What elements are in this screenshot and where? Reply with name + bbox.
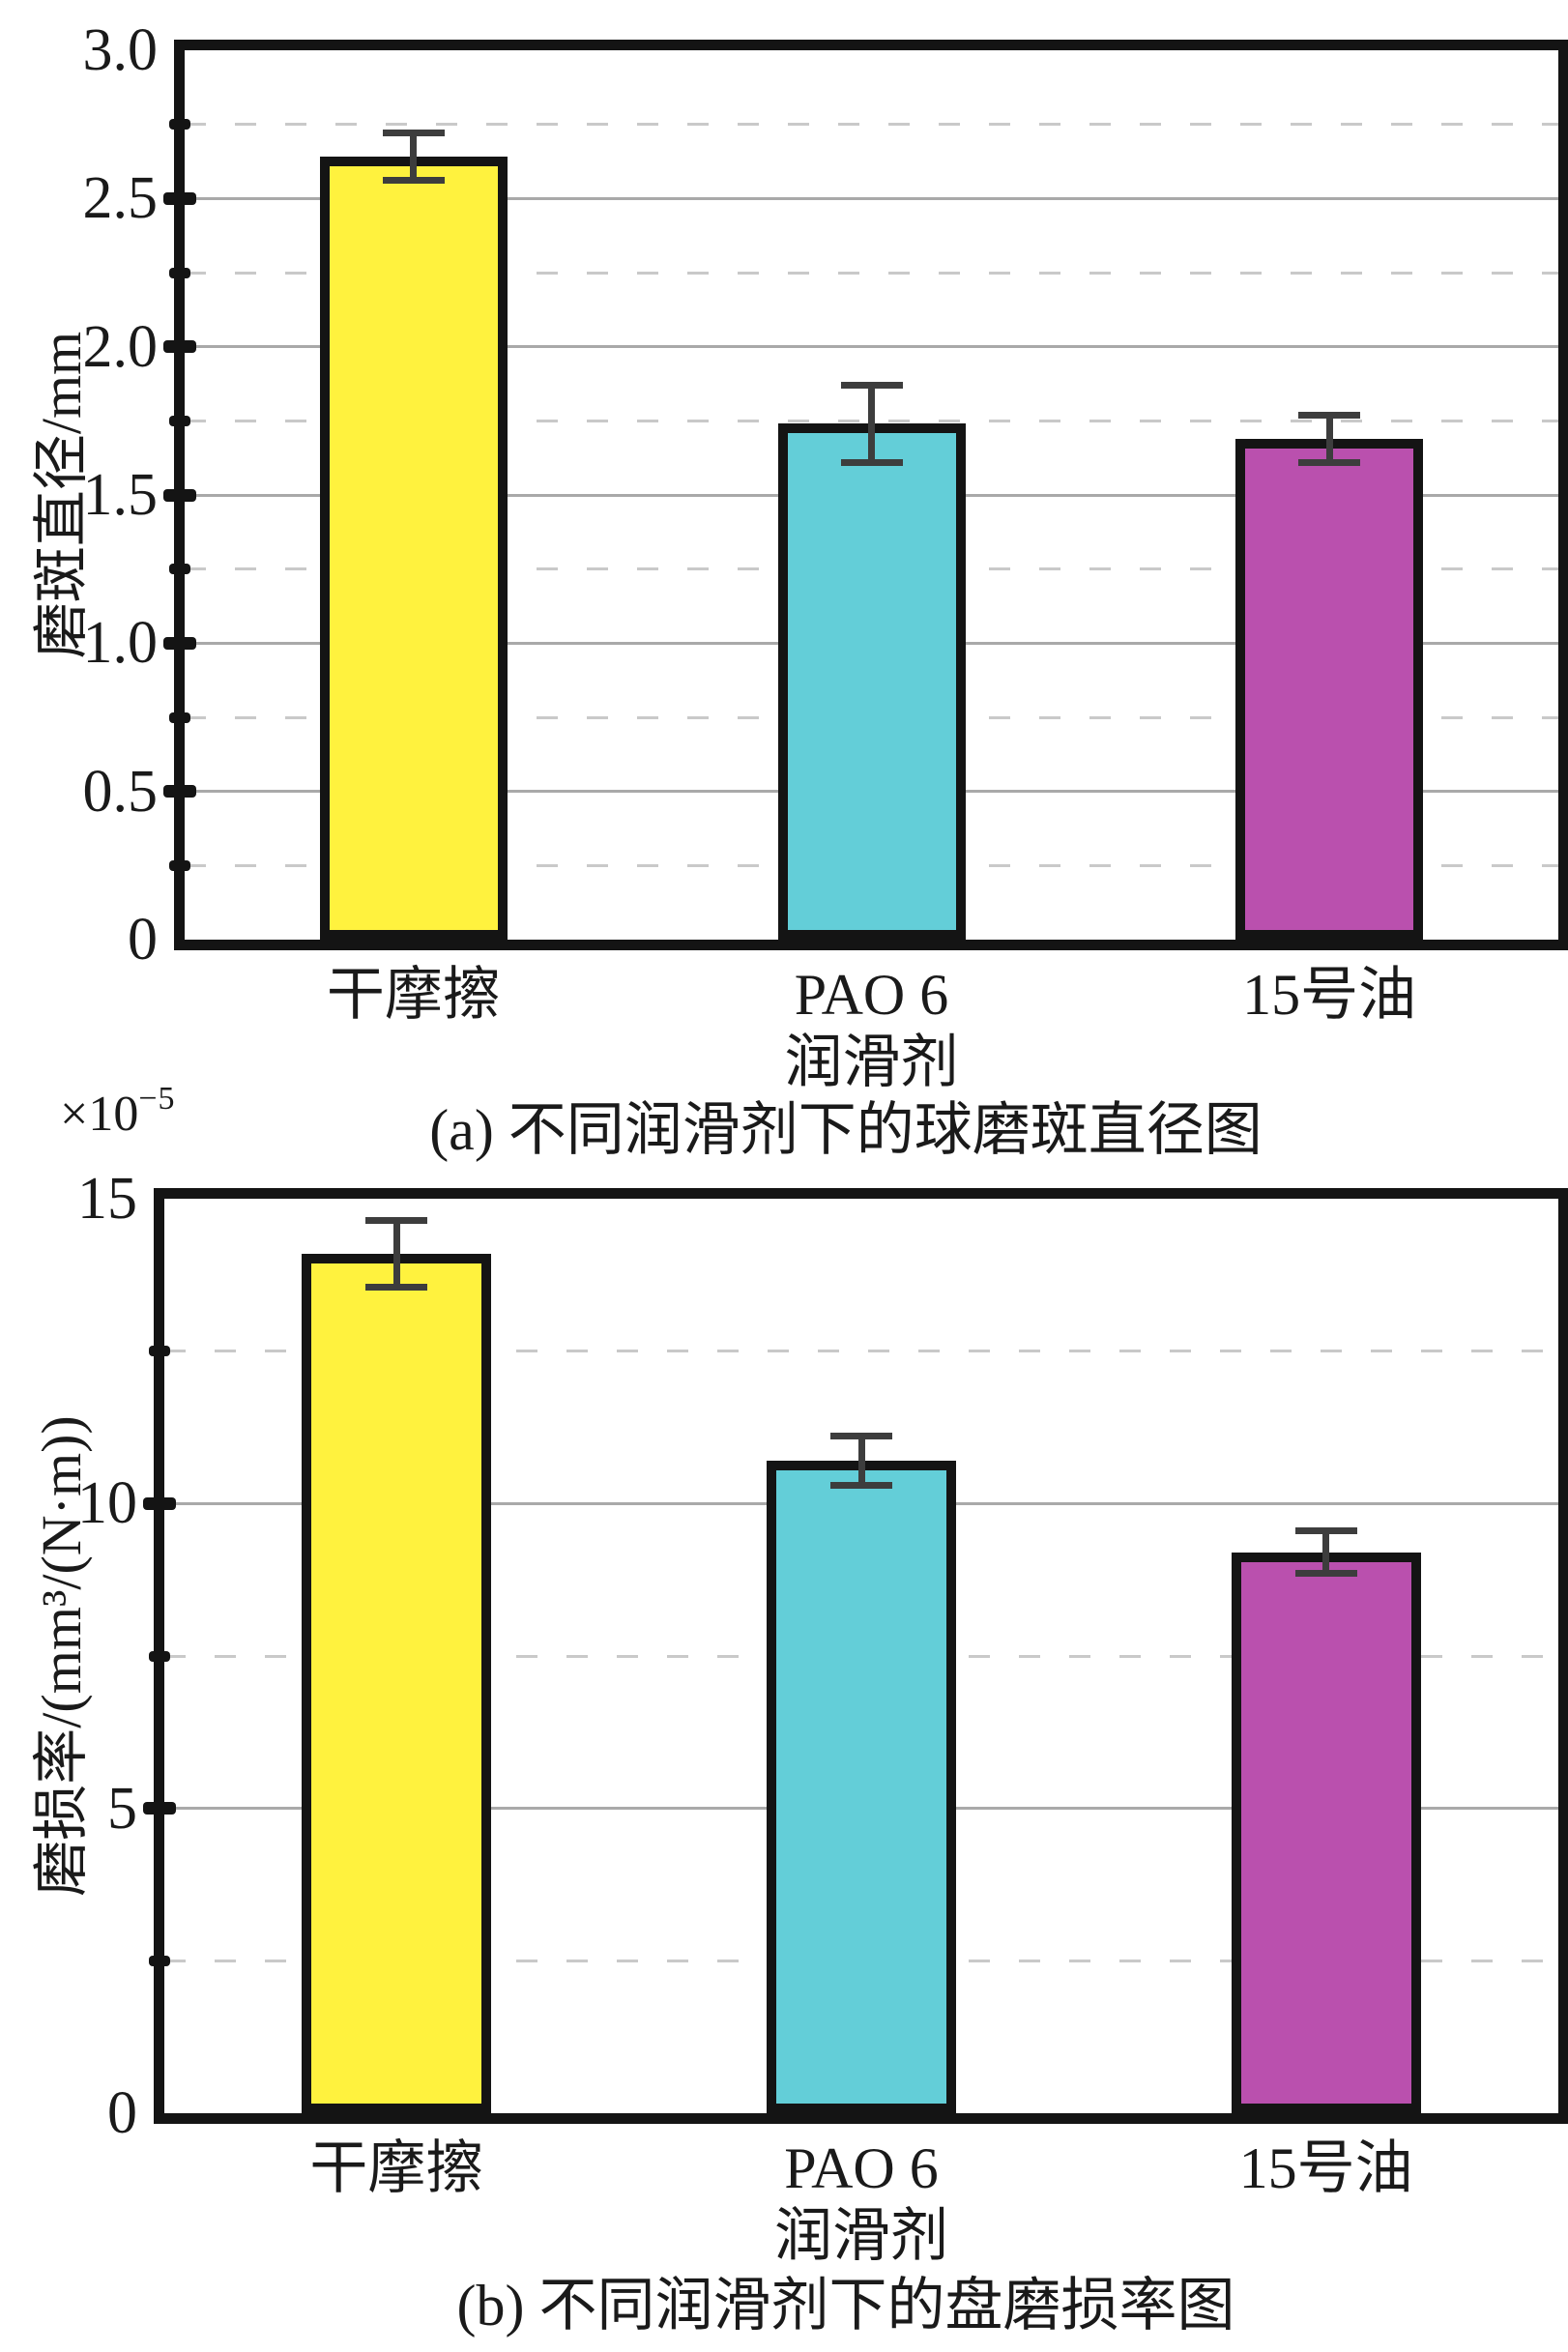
bar-a-2 xyxy=(777,423,966,940)
y-tick-label-a-2.0: 2.0 xyxy=(82,313,159,380)
error-bar-b-1 xyxy=(392,1220,400,1288)
chart-b-y-scale-label: ×10−5 xyxy=(60,1081,176,1143)
gridline-minor-12.5 xyxy=(164,1350,1558,1353)
y-minor-tick-7.5 xyxy=(149,1650,170,1662)
bar-b-3 xyxy=(1231,1552,1421,2113)
y-minor-tick-1.25 xyxy=(169,564,190,575)
chart-b-x-axis-title: 润滑剂 xyxy=(774,2204,948,2268)
error-cap-top-b-2 xyxy=(830,1433,892,1440)
bar-a-1 xyxy=(319,157,508,940)
scale-exponent: −5 xyxy=(138,1081,176,1117)
error-bar-a-1 xyxy=(410,132,418,181)
y-tick-label-a-1.5: 1.5 xyxy=(82,462,159,528)
error-cap-bottom-a-1 xyxy=(382,177,445,185)
y-tick-label-b-10: 10 xyxy=(77,1470,137,1537)
error-bar-a-2 xyxy=(868,385,875,463)
y-major-tick-1.5 xyxy=(163,488,196,502)
y-minor-tick-0.75 xyxy=(169,711,190,723)
y-major-tick-0.5 xyxy=(163,785,196,799)
error-cap-bottom-b-3 xyxy=(1294,1570,1357,1578)
gridline-minor-2.75 xyxy=(185,123,1558,127)
y-minor-tick-2.75 xyxy=(169,119,190,131)
y-tick-label-a-2.5: 2.5 xyxy=(82,165,159,232)
chart-a-caption: (a) 不同润滑剂下的球磨斑直径图 xyxy=(429,1098,1263,1162)
y-minor-tick-12.5 xyxy=(149,1346,170,1357)
y-major-tick-10 xyxy=(143,1496,176,1510)
chart-b-plot-area xyxy=(143,1188,1568,2124)
y-tick-label-a-3.0: 3.0 xyxy=(82,17,159,83)
bar-a-3 xyxy=(1235,438,1424,940)
error-cap-top-a-2 xyxy=(840,382,903,390)
y-major-tick-2.5 xyxy=(163,191,196,205)
x-tick-label-a-1: 干摩擦 xyxy=(326,963,501,1027)
gridline-major-2 xyxy=(185,345,1558,349)
x-tick-label-a-3: 15号油 xyxy=(1242,963,1417,1027)
error-cap-top-b-1 xyxy=(365,1216,428,1224)
y-tick-label-b-5: 5 xyxy=(107,1775,137,1842)
error-cap-bottom-b-2 xyxy=(830,1481,892,1489)
x-tick-label-b-2: PAO 6 xyxy=(784,2136,939,2200)
error-cap-bottom-a-2 xyxy=(840,458,903,466)
bar-b-2 xyxy=(767,1461,956,2113)
y-minor-tick-1.75 xyxy=(169,415,190,426)
y-major-tick-1 xyxy=(163,636,196,650)
chart-a-x-axis-title: 润滑剂 xyxy=(784,1031,959,1094)
chart-a-plot-area xyxy=(163,40,1568,950)
scale-base: ×10 xyxy=(60,1087,139,1142)
error-cap-bottom-a-3 xyxy=(1298,458,1361,466)
gridline-major-2.5 xyxy=(185,196,1558,200)
x-tick-label-b-3: 15号油 xyxy=(1238,2136,1413,2200)
error-cap-top-a-1 xyxy=(382,130,445,137)
gridline-minor-2.25 xyxy=(185,271,1558,275)
y-minor-tick-0.25 xyxy=(169,859,190,871)
y-tick-label-a-1.0: 1.0 xyxy=(82,610,159,677)
x-tick-label-a-2: PAO 6 xyxy=(794,963,949,1027)
error-cap-bottom-b-1 xyxy=(365,1283,428,1291)
error-cap-top-b-3 xyxy=(1294,1527,1357,1535)
x-tick-label-b-1: 干摩擦 xyxy=(309,2136,484,2200)
y-tick-label-a-0: 0 xyxy=(128,907,158,973)
y-tick-label-b-0: 0 xyxy=(107,2080,137,2146)
bar-b-1 xyxy=(302,1253,492,2113)
y-tick-label-a-0.5: 0.5 xyxy=(82,758,159,825)
error-bar-b-3 xyxy=(1322,1530,1330,1574)
y-minor-tick-2.5 xyxy=(149,1955,170,1966)
y-major-tick-5 xyxy=(143,1802,176,1815)
chart-b-caption: (b) 不同润滑剂下的盘磨损率图 xyxy=(456,2274,1235,2337)
y-minor-tick-2.25 xyxy=(169,267,190,278)
y-major-tick-2 xyxy=(163,340,196,354)
error-bar-a-3 xyxy=(1325,415,1333,463)
error-bar-b-2 xyxy=(857,1436,865,1486)
y-tick-label-b-15: 15 xyxy=(77,1166,137,1232)
error-cap-top-a-3 xyxy=(1298,411,1361,419)
